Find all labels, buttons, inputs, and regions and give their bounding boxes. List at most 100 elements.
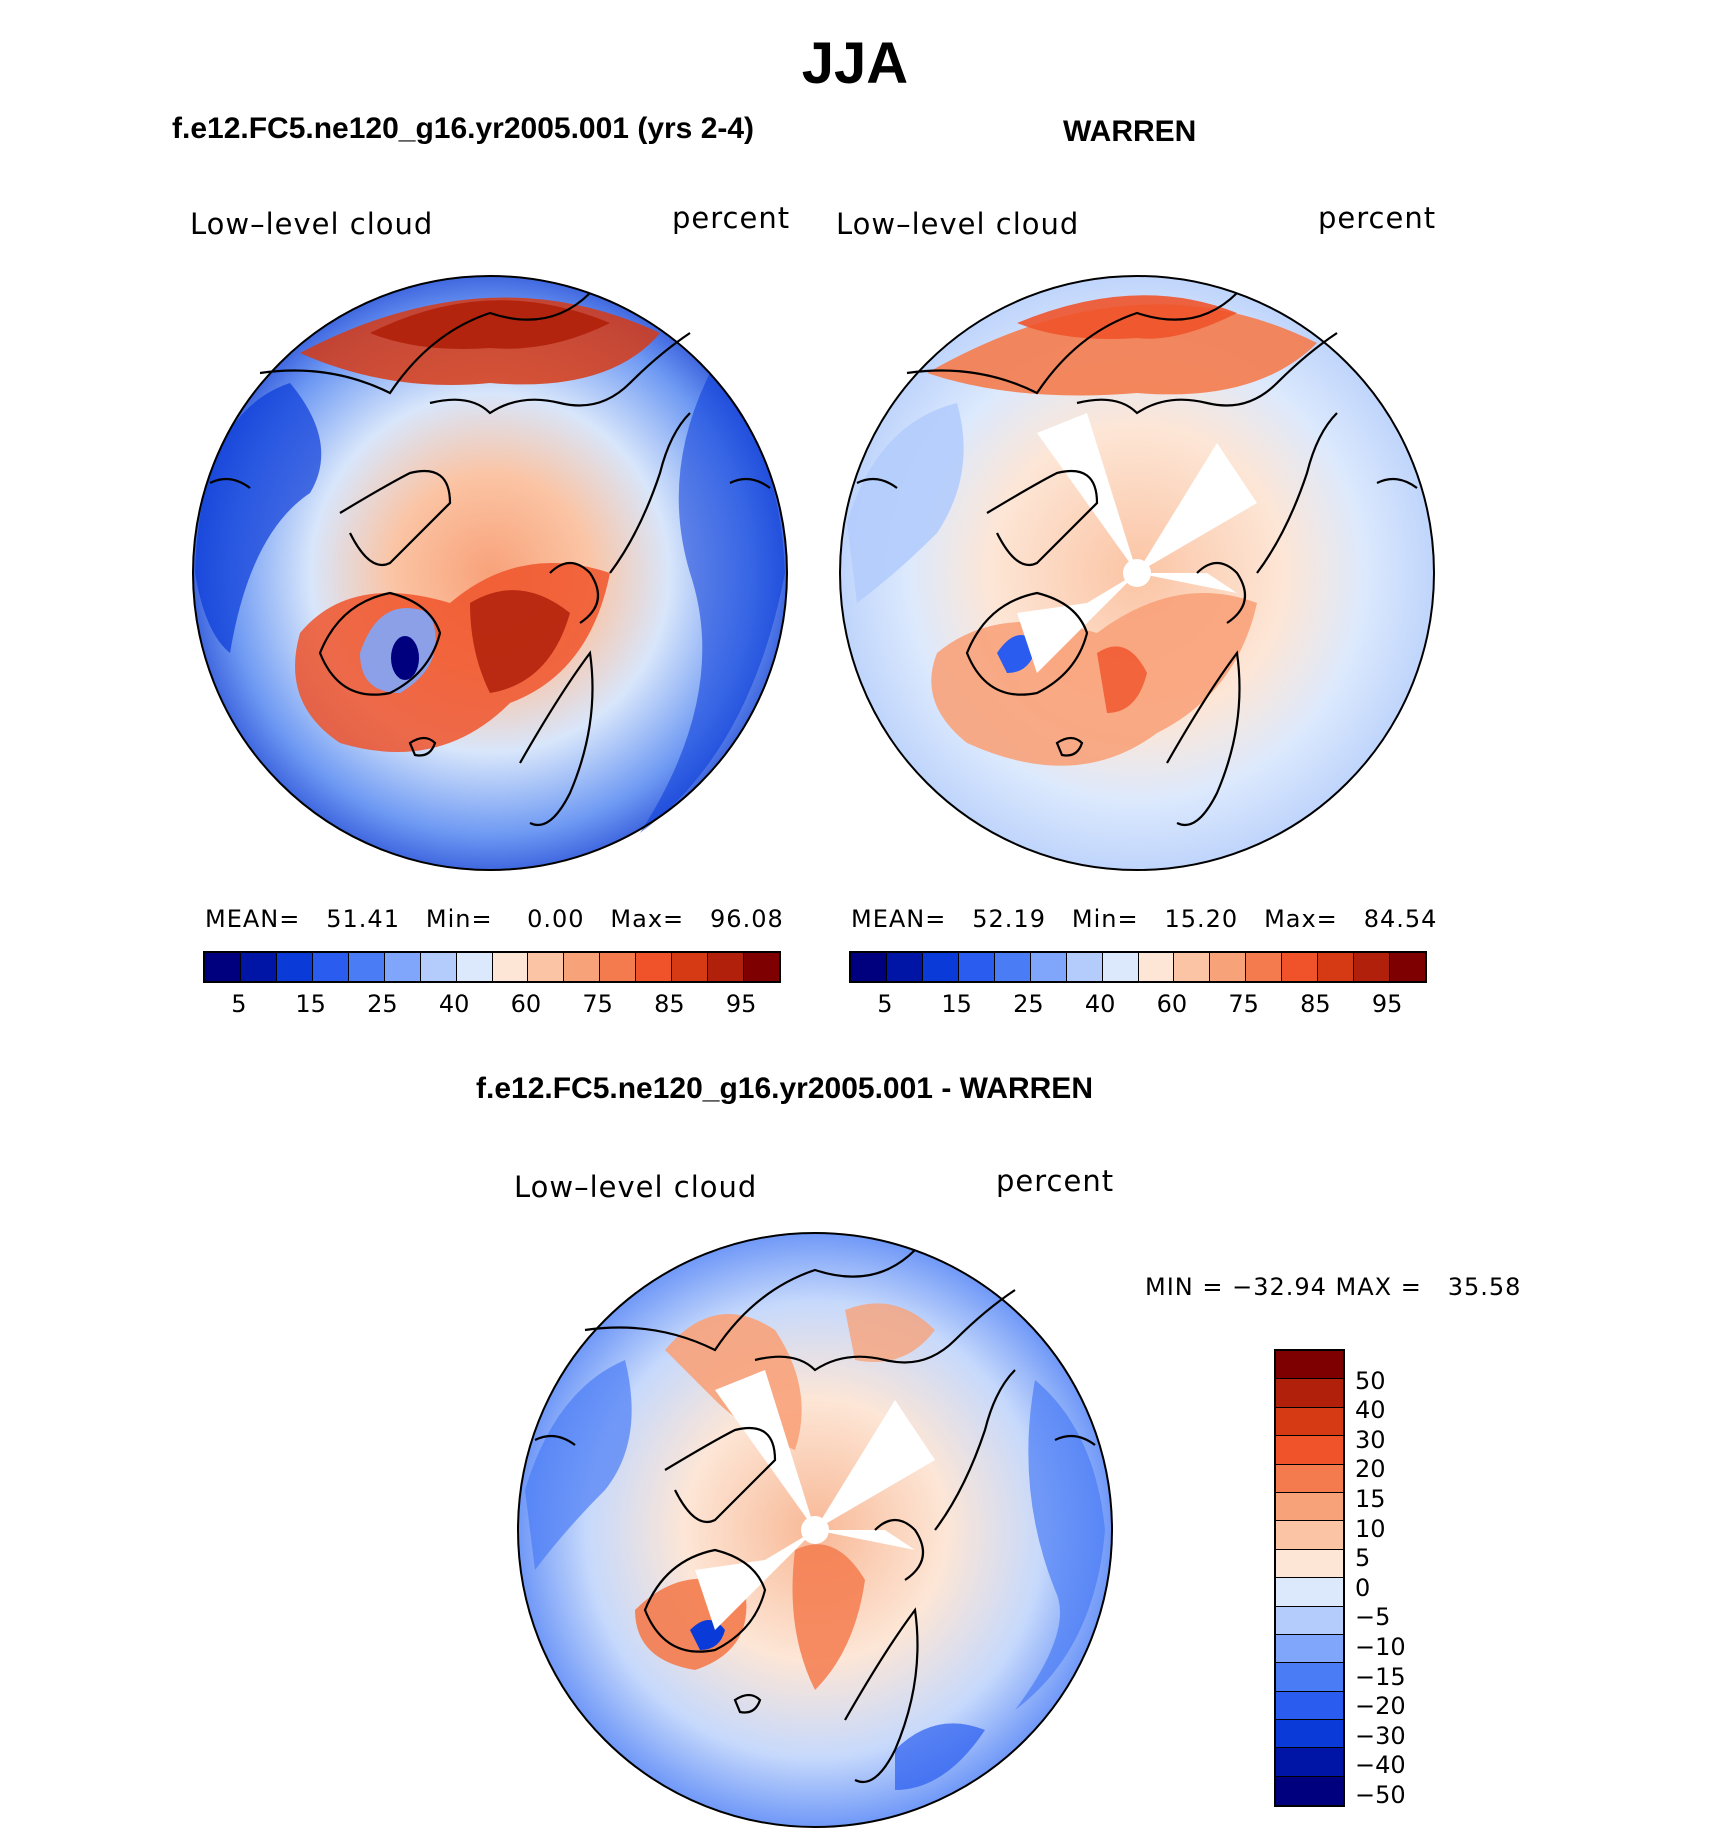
panel3-polar-map bbox=[517, 1232, 1113, 1828]
panel2-stats: MEAN= 52.19 Min= 15.20 Max= 84.54 bbox=[851, 905, 1437, 933]
panel3-heading: f.e12.FC5.ne120_g16.yr2005.001 - WARREN bbox=[476, 1072, 1093, 1105]
panel3-units-label: percent bbox=[996, 1164, 1115, 1198]
panel1-polar-map bbox=[192, 275, 788, 871]
colorbar-swatch bbox=[636, 953, 673, 981]
colorbar-tick-label: −20 bbox=[1355, 1692, 1406, 1721]
colorbar-swatch bbox=[1102, 953, 1139, 981]
colorbar-tick-label: −15 bbox=[1355, 1662, 1406, 1691]
colorbar-swatch bbox=[886, 953, 923, 981]
colorbar-swatch bbox=[384, 953, 421, 981]
panel2-colorbar bbox=[849, 951, 1427, 983]
colorbar-swatch bbox=[1066, 953, 1103, 981]
colorbar-swatch bbox=[1246, 953, 1283, 981]
colorbar-tick-label: 95 bbox=[1371, 990, 1403, 1018]
figure-title: JJA bbox=[801, 31, 909, 96]
panel2-max-value: 84.54 bbox=[1363, 905, 1438, 933]
colorbar-swatch bbox=[492, 953, 529, 981]
panel2-polar-map bbox=[839, 275, 1435, 871]
colorbar-tick-label: 25 bbox=[367, 990, 398, 1018]
panel1-max-value: 96.08 bbox=[710, 905, 784, 933]
colorbar-tick-label: 15 bbox=[941, 990, 972, 1018]
colorbar-swatch bbox=[1282, 953, 1319, 981]
colorbar-tick-label: 30 bbox=[1355, 1425, 1386, 1454]
colorbar-swatch bbox=[1276, 1606, 1343, 1635]
colorbar-swatch bbox=[1174, 953, 1211, 981]
colorbar-tick-label: 85 bbox=[654, 990, 685, 1018]
colorbar-swatch bbox=[1276, 1578, 1343, 1607]
colorbar-swatch bbox=[958, 953, 995, 981]
panel2-mean-label: MEAN= bbox=[851, 905, 947, 933]
colorbar-tick-label: −5 bbox=[1355, 1603, 1391, 1632]
colorbar-swatch bbox=[672, 953, 709, 981]
colorbar-swatch bbox=[922, 953, 959, 981]
panel2-mean-value: 52.19 bbox=[972, 905, 1046, 933]
colorbar-swatch bbox=[1276, 1748, 1343, 1777]
colorbar-tick-label: −10 bbox=[1355, 1633, 1406, 1661]
colorbar-swatch bbox=[1276, 1634, 1343, 1664]
colorbar-swatch bbox=[1276, 1776, 1343, 1806]
panel1-variable-label: Low–level cloud bbox=[190, 207, 434, 241]
colorbar-tick-label: 20 bbox=[1355, 1455, 1386, 1484]
panel1-mean-value: 51.41 bbox=[326, 905, 400, 933]
colorbar-swatch bbox=[744, 953, 779, 981]
colorbar-swatch bbox=[312, 953, 349, 981]
panel1-min-label: Min= bbox=[425, 905, 493, 933]
panel2-max-label: Max= bbox=[1264, 905, 1338, 933]
colorbar-swatch bbox=[205, 953, 241, 981]
colorbar-swatch bbox=[348, 953, 385, 981]
colorbar-swatch bbox=[1030, 953, 1067, 981]
colorbar-swatch bbox=[1276, 1407, 1343, 1437]
panel2-units-label: percent bbox=[1318, 201, 1437, 235]
colorbar-tick-label: 5 bbox=[1355, 1544, 1371, 1573]
colorbar-tick-label: −50 bbox=[1355, 1781, 1406, 1809]
colorbar-swatch bbox=[1276, 1464, 1343, 1493]
colorbar-swatch bbox=[456, 953, 493, 981]
colorbar-tick-label: 15 bbox=[295, 990, 326, 1018]
colorbar-swatch bbox=[1138, 953, 1175, 981]
colorbar-swatch bbox=[851, 953, 887, 981]
colorbar-tick-label: 60 bbox=[510, 990, 542, 1018]
colorbar-swatch bbox=[1276, 1521, 1343, 1550]
panel2-min-value: 15.20 bbox=[1164, 905, 1239, 933]
colorbar-swatch bbox=[1354, 953, 1391, 981]
colorbar-swatch bbox=[240, 953, 277, 981]
colorbar-tick-label: −30 bbox=[1355, 1721, 1406, 1750]
colorbar-tick-label: 25 bbox=[1013, 990, 1044, 1018]
panel3-colorbar bbox=[1274, 1349, 1345, 1808]
colorbar-tick-label: 5 bbox=[231, 990, 247, 1018]
colorbar-swatch bbox=[1276, 1492, 1343, 1522]
colorbar-tick-label: 15 bbox=[1355, 1485, 1386, 1513]
colorbar-swatch bbox=[564, 953, 601, 981]
colorbar-swatch bbox=[276, 953, 313, 981]
colorbar-tick-label: −40 bbox=[1355, 1751, 1406, 1780]
colorbar-swatch bbox=[1210, 953, 1247, 981]
colorbar-tick-label: 40 bbox=[438, 990, 470, 1018]
colorbar-swatch bbox=[1276, 1663, 1343, 1692]
colorbar-swatch bbox=[1276, 1720, 1343, 1749]
colorbar-tick-label: 95 bbox=[725, 990, 757, 1018]
panel1-mean-label: MEAN= bbox=[205, 905, 301, 933]
colorbar-swatch bbox=[420, 953, 457, 981]
colorbar-tick-label: 75 bbox=[1228, 990, 1259, 1018]
colorbar-swatch bbox=[1276, 1351, 1343, 1380]
panel1-stats: MEAN= 51.41 Min= 0.00 Max= 96.08 bbox=[205, 905, 784, 933]
panel1-heading: f.e12.FC5.ne120_g16.yr2005.001 (yrs 2-4) bbox=[172, 112, 755, 145]
colorbar-tick-label: 40 bbox=[1355, 1396, 1386, 1425]
colorbar-tick-label: 85 bbox=[1300, 990, 1331, 1018]
panel2-variable-label: Low–level cloud bbox=[836, 207, 1080, 241]
colorbar-swatch bbox=[708, 953, 745, 981]
colorbar-swatch bbox=[1390, 953, 1425, 981]
panel1-units-label: percent bbox=[672, 201, 791, 235]
panel2-heading: WARREN bbox=[1063, 115, 1197, 148]
colorbar-swatch bbox=[1318, 953, 1355, 981]
panel1-colorbar bbox=[203, 951, 781, 983]
colorbar-tick-label: 0 bbox=[1355, 1573, 1371, 1602]
colorbar-swatch bbox=[994, 953, 1031, 981]
panel2-colorbar-ticks: 5 15 25 40 60 75 85 95 bbox=[849, 990, 1427, 1020]
colorbar-tick-label: 5 bbox=[877, 990, 893, 1018]
colorbar-swatch bbox=[600, 953, 637, 981]
colorbar-tick-label: 60 bbox=[1156, 990, 1188, 1018]
colorbar-swatch bbox=[528, 953, 565, 981]
colorbar-swatch bbox=[1276, 1691, 1343, 1721]
panel2-min-label: Min= bbox=[1071, 905, 1139, 933]
